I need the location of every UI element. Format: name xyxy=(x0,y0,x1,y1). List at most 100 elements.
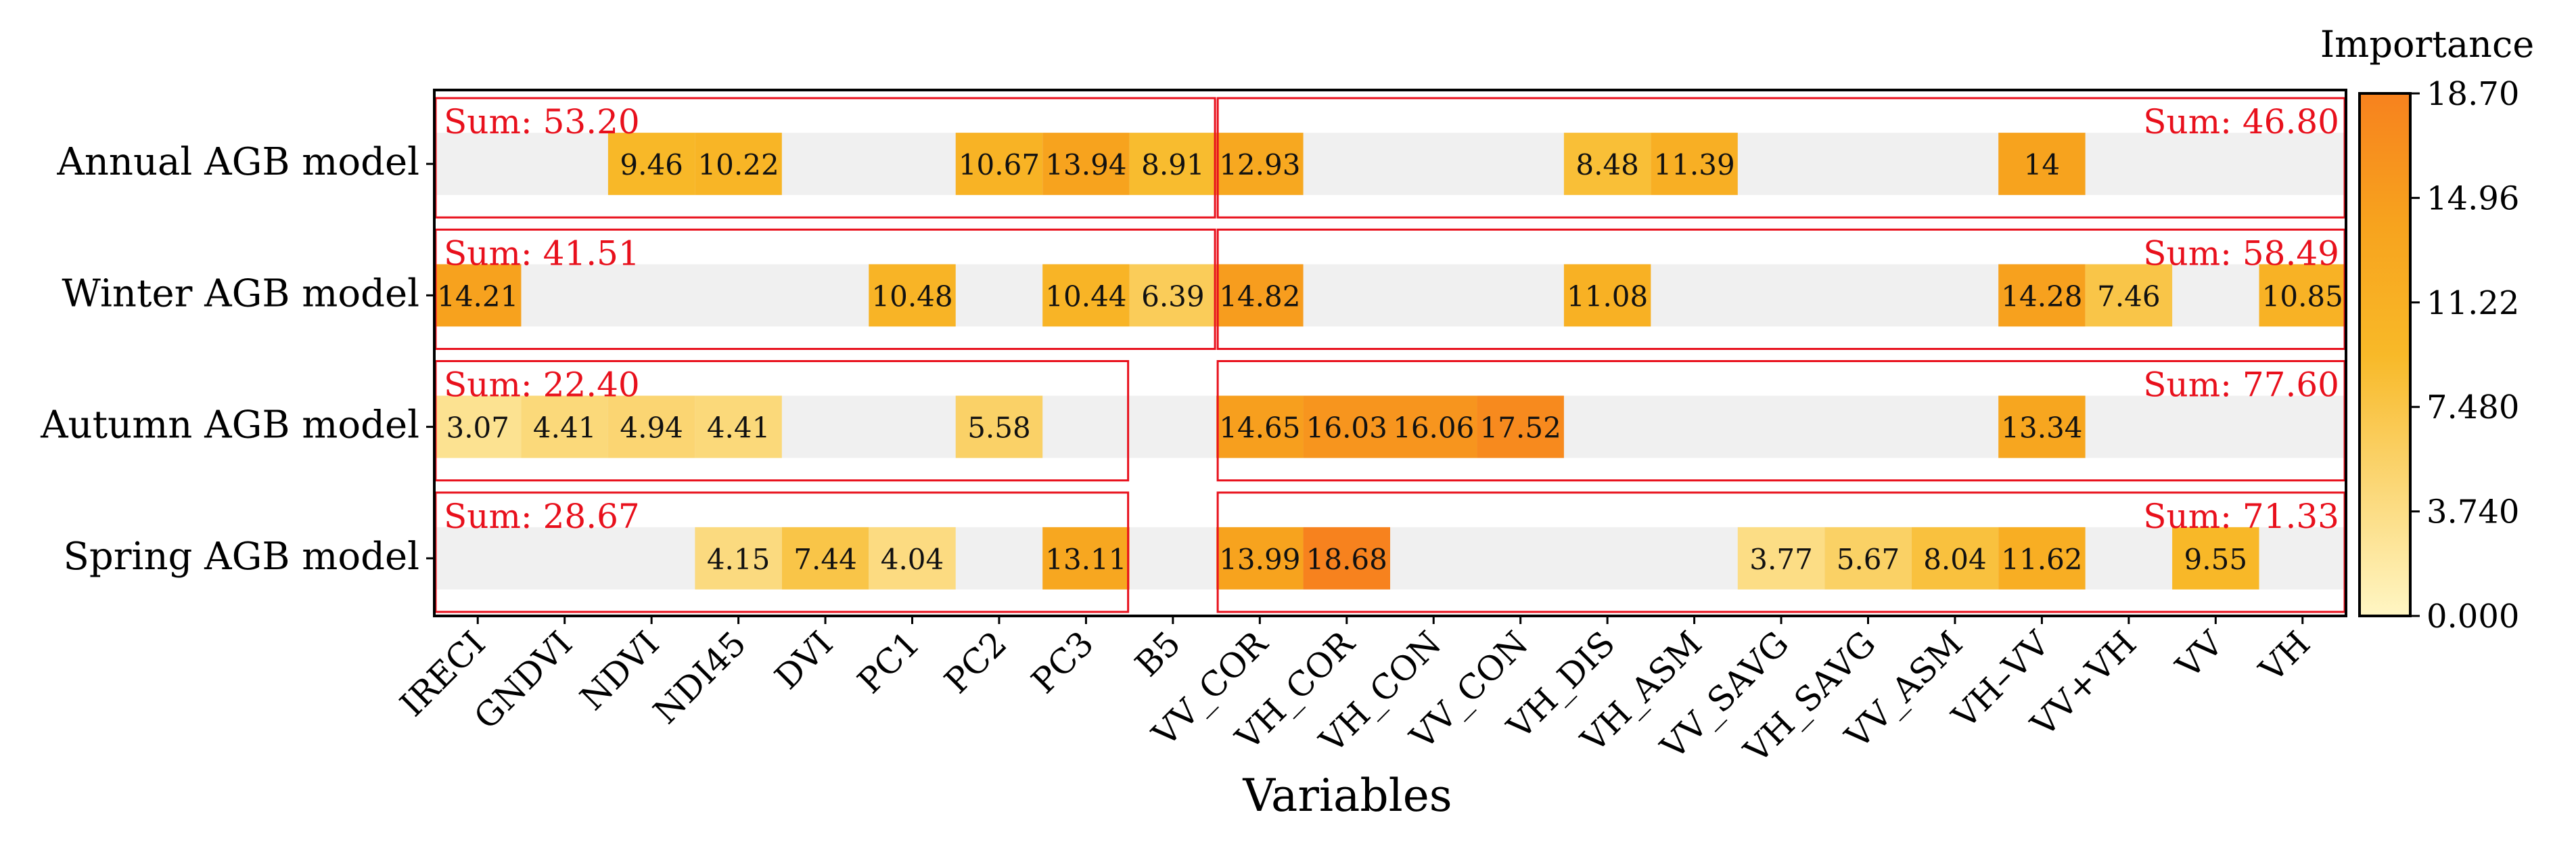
heatmap-cell xyxy=(695,133,782,196)
cell-value-label: 3.07 xyxy=(446,412,509,445)
colorbar-tick-label: 14.96 xyxy=(2426,179,2519,217)
cell-value-label: 7.44 xyxy=(794,543,857,576)
heatmap-cell xyxy=(2085,264,2173,327)
cell-value-label: 11.08 xyxy=(1567,280,1648,313)
cell-value-label: 11.62 xyxy=(2001,543,2082,576)
heatmap-cell xyxy=(2259,264,2346,327)
sum-label: Sum: 22.40 xyxy=(444,365,640,405)
heatmap-cell xyxy=(1216,395,1304,458)
cell-value-label: 9.55 xyxy=(2184,543,2248,576)
cell-value-label: 16.03 xyxy=(1306,412,1387,445)
cell-value-label: 10.44 xyxy=(1045,280,1126,313)
x-tick-label: PC3 xyxy=(1024,623,1101,701)
cell-value-label: 14.21 xyxy=(437,280,518,313)
cell-value-label: 7.46 xyxy=(2097,280,2161,313)
heatmap-cell xyxy=(1737,527,1825,590)
x-tick-label: GNDVI xyxy=(467,623,580,736)
cell-value-label: 10.48 xyxy=(871,280,952,313)
cell-value-label: 14.28 xyxy=(2001,280,2082,313)
heatmap-cell xyxy=(2172,527,2259,590)
x-tick-label: B5 xyxy=(1128,623,1188,684)
heatmap-cell xyxy=(1129,133,1217,196)
heatmap-cell xyxy=(695,527,782,590)
heatmap-cell xyxy=(781,527,869,590)
heatmap-cell xyxy=(1824,527,1912,590)
x-tick-label: VV xyxy=(2168,623,2231,686)
cell-value-label: 14 xyxy=(2024,148,2060,181)
heatmap-cell xyxy=(1042,133,1130,196)
heatmap-cell xyxy=(1563,264,1651,327)
cell-value-label: 9.46 xyxy=(620,148,683,181)
cell-value-label: 8.48 xyxy=(1576,148,1639,181)
heatmap-cell xyxy=(607,395,695,458)
sum-label: Sum: 46.80 xyxy=(2143,102,2339,141)
colorbar-tick-label: 11.22 xyxy=(2426,284,2519,322)
x-tick-label: PC1 xyxy=(850,623,927,701)
sum-label: Sum: 28.67 xyxy=(444,497,640,536)
heatmap-cell xyxy=(1998,264,2086,327)
cell-value-label: 11.39 xyxy=(1653,148,1734,181)
cell-value-label: 10.85 xyxy=(2262,280,2343,313)
heatmap-cell xyxy=(695,395,782,458)
y-tick-label: Autumn AGB model xyxy=(40,403,419,447)
colorbar-title: Importance xyxy=(2320,23,2534,66)
cell-value-label: 4.04 xyxy=(881,543,944,576)
cell-value-label: 6.39 xyxy=(1141,280,1205,313)
heatmap-cell xyxy=(1998,527,2086,590)
plot-area: 9.46 10.22 10.67 13.94 8.91 12.93 8.48 11.39 14 S… xyxy=(434,97,2346,613)
colorbar-tick-label: 7.480 xyxy=(2426,389,2519,426)
heatmap-cell xyxy=(1477,395,1564,458)
heatmap-cell xyxy=(434,264,522,327)
cell-value-label: 5.67 xyxy=(1837,543,1900,576)
heatmap-cell xyxy=(955,133,1043,196)
x-tick-label: NDI45 xyxy=(646,623,754,731)
cell-value-label: 4.41 xyxy=(707,412,770,445)
x-tick-label: VH xyxy=(2251,623,2318,690)
sum-label: Sum: 53.20 xyxy=(444,102,640,141)
cell-value-label: 16.06 xyxy=(1393,412,1474,445)
cell-value-label: 12.93 xyxy=(1219,148,1300,181)
colorbar-gradient xyxy=(2358,92,2412,617)
heatmap-cell xyxy=(1216,133,1304,196)
cell-value-label: 4.41 xyxy=(533,412,597,445)
cell-value-label: 13.99 xyxy=(1219,543,1300,576)
plot-frame xyxy=(433,89,2347,617)
colorbar-tick-label: 3.740 xyxy=(2426,493,2519,531)
sum-label: Sum: 41.51 xyxy=(444,234,640,273)
sum-label: Sum: 71.33 xyxy=(2143,497,2339,536)
cell-value-label: 8.91 xyxy=(1141,148,1205,181)
heatmap-cell xyxy=(1216,264,1304,327)
y-tick-labels: Annual AGB model Winter AGB model Autumn A… xyxy=(40,140,434,579)
cell-value-label: 14.65 xyxy=(1219,412,1300,445)
cell-value-label: 5.58 xyxy=(967,412,1031,445)
heatmap-cell xyxy=(1390,395,1477,458)
cell-value-label: 13.34 xyxy=(2001,412,2082,445)
heatmap-cell xyxy=(1651,133,1738,196)
y-tick-label: Annual AGB model xyxy=(56,140,419,184)
heatmap-cell xyxy=(521,395,608,458)
heatmap-cell xyxy=(607,133,695,196)
heatmap-cell xyxy=(869,527,956,590)
heatmap-cell xyxy=(869,264,956,327)
x-axis-title: Variables xyxy=(1242,770,1452,822)
cell-value-label: 13.11 xyxy=(1045,543,1126,576)
heatmap-cell xyxy=(955,395,1043,458)
colorbar: 18.70 14.96 11.22 7.480 3.740 0.000 xyxy=(2358,75,2519,636)
x-tick-label: DVI xyxy=(767,623,840,696)
heatmap-cell xyxy=(1563,133,1651,196)
heatmap-cell xyxy=(1129,264,1217,327)
cell-value-label: 4.94 xyxy=(620,412,683,445)
cell-value-label: 18.68 xyxy=(1306,543,1387,576)
sum-label: Sum: 77.60 xyxy=(2143,365,2339,405)
colorbar-tick-label: 0.000 xyxy=(2426,598,2519,636)
cell-value-label: 10.22 xyxy=(697,148,779,181)
cell-value-label: 10.67 xyxy=(959,148,1040,181)
cell-value-label: 4.15 xyxy=(707,543,770,576)
heatmap-cell xyxy=(1042,264,1130,327)
cell-value-label: 14.82 xyxy=(1219,280,1300,313)
sum-label: Sum: 58.49 xyxy=(2143,234,2339,273)
heatmap-cell xyxy=(1998,133,2086,196)
cell-value-label: 17.52 xyxy=(1480,412,1561,445)
